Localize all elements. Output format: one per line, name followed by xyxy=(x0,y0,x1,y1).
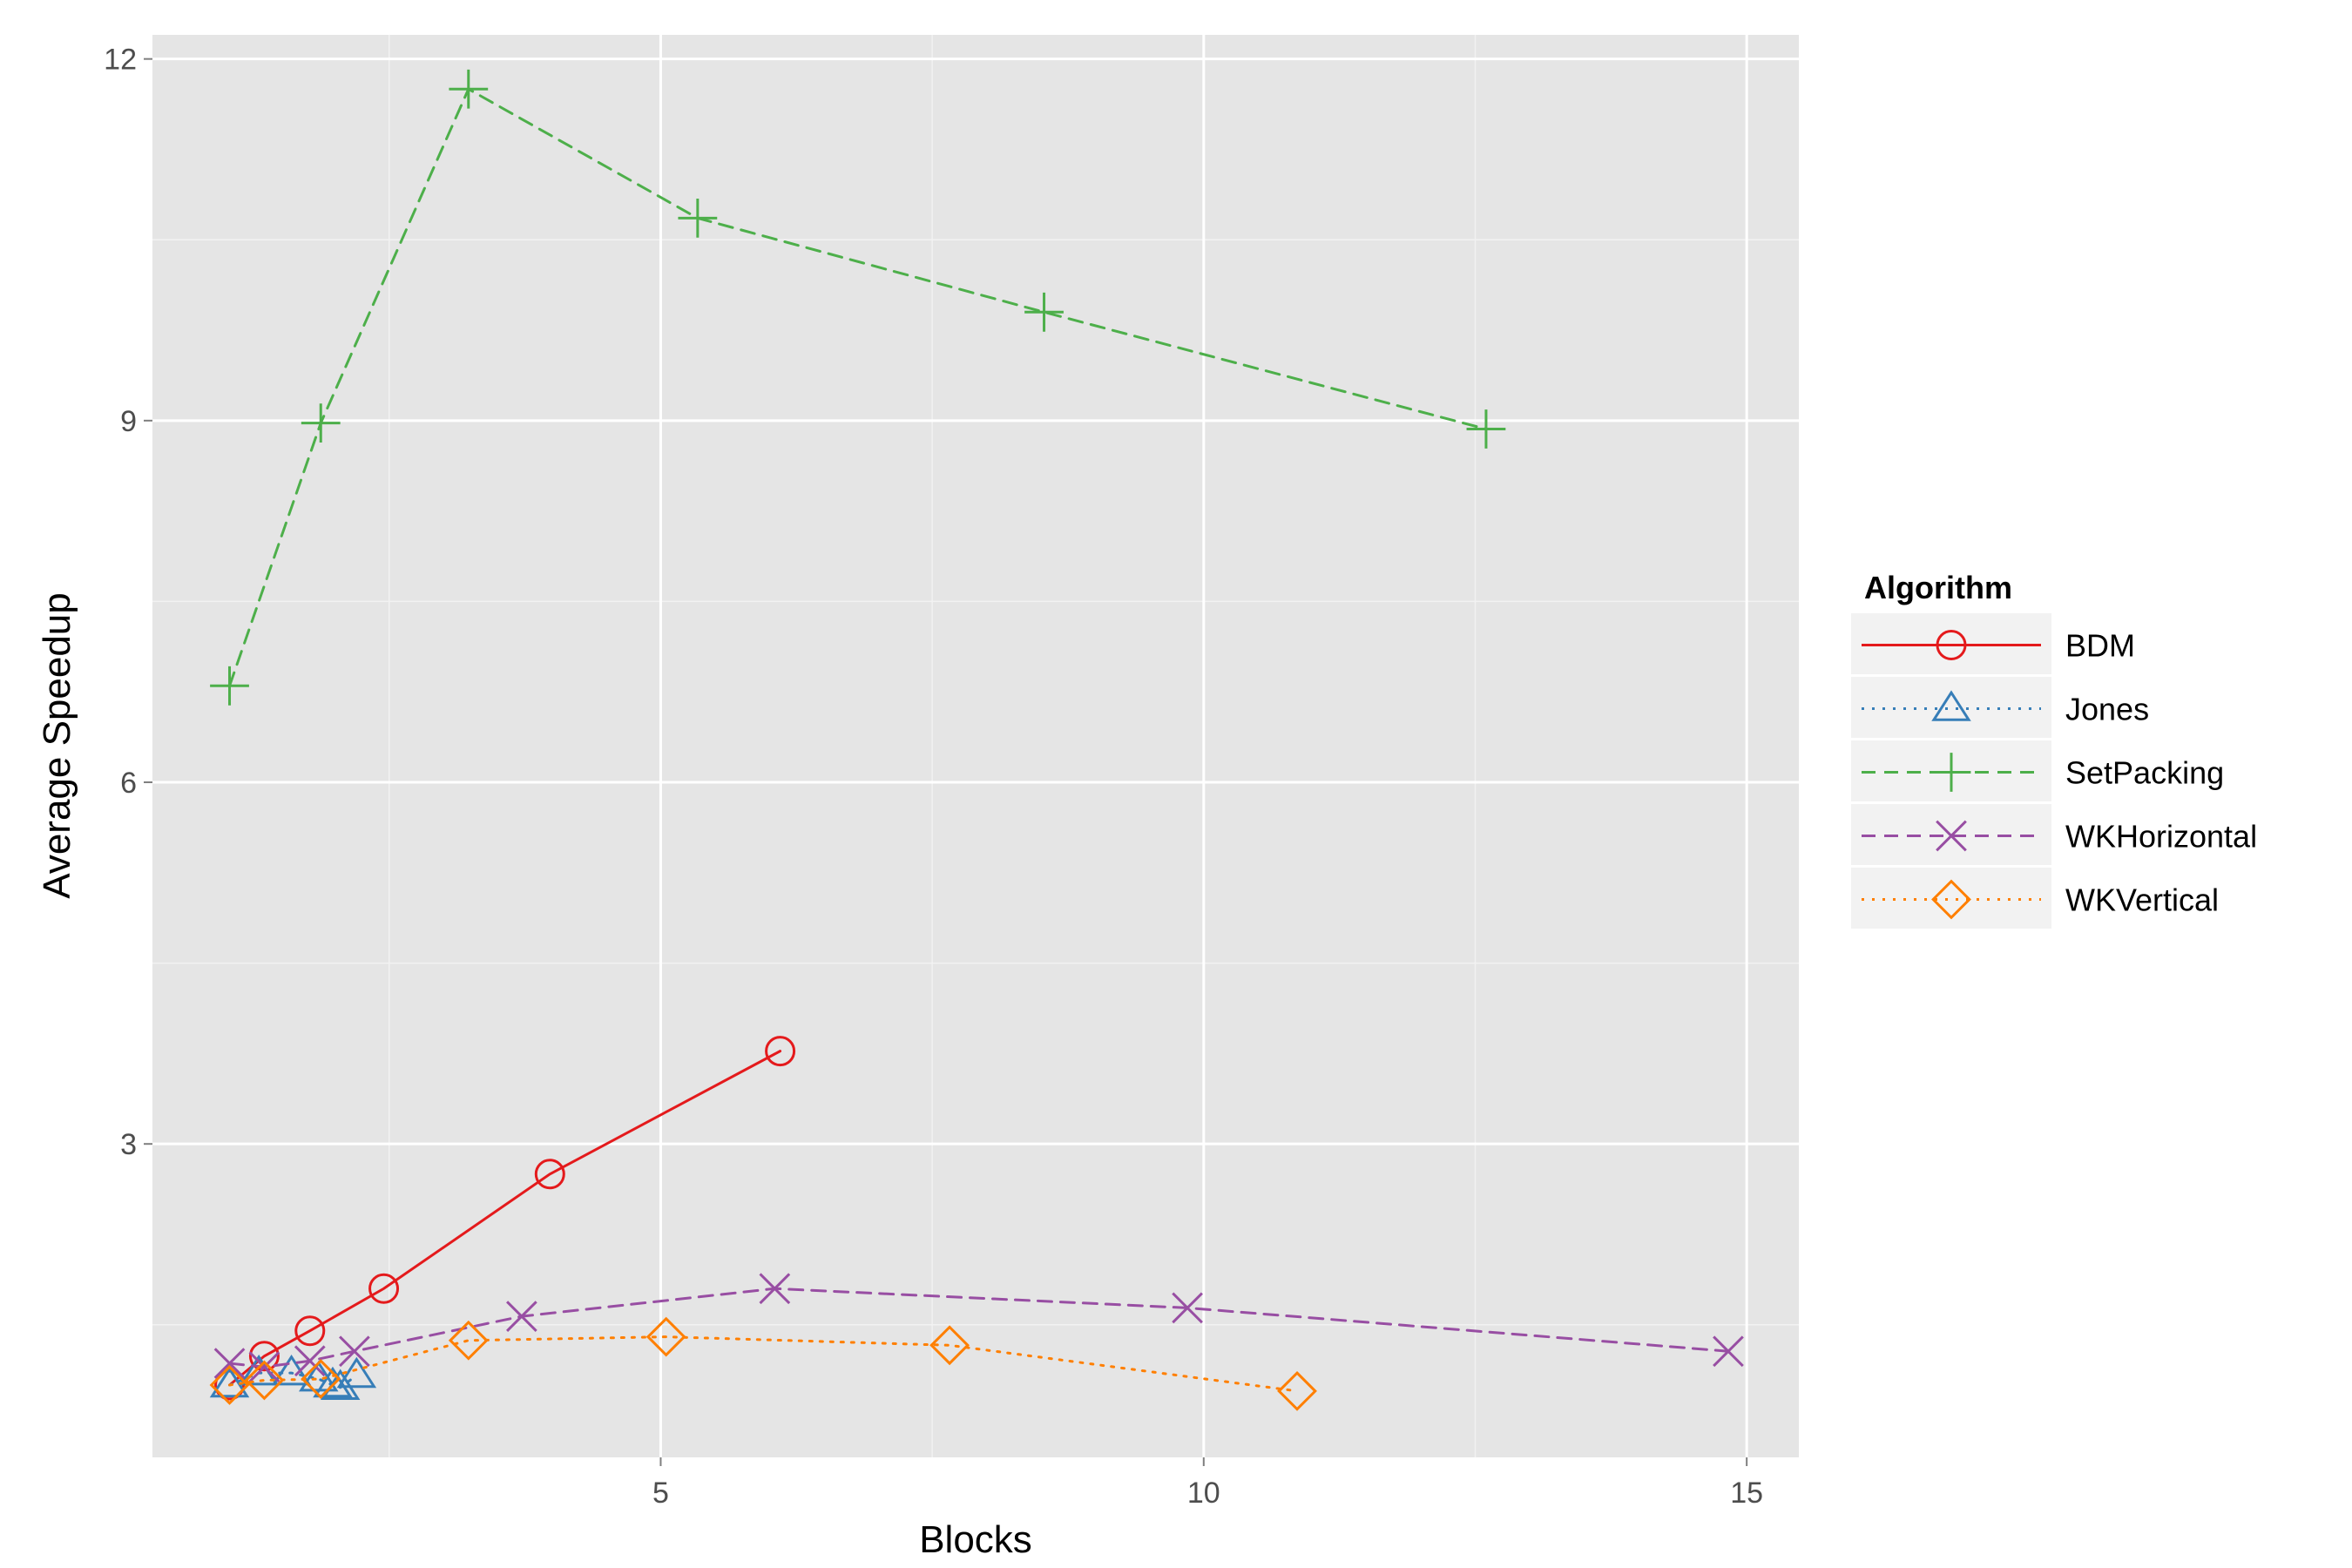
series-layer xyxy=(209,69,1744,1411)
data-point-setpacking xyxy=(449,69,489,109)
data-point-setpacking xyxy=(301,403,341,443)
x-tick-label: 5 xyxy=(652,1477,669,1510)
data-point-setpacking xyxy=(1024,292,1064,332)
data-point-bdm xyxy=(368,1273,400,1304)
data-point-bdm xyxy=(294,1315,326,1347)
legend-title: Algorithm xyxy=(1864,570,2012,605)
x-tick-label: 15 xyxy=(1730,1477,1763,1510)
series-wkhorizontal xyxy=(213,1273,1744,1383)
series-line-wkhorizontal xyxy=(228,1287,1730,1369)
legend-key-background xyxy=(1851,868,2051,929)
data-point-wkhorizontal xyxy=(248,1351,280,1383)
legend-item-bdm: BDM xyxy=(1851,613,2135,674)
y-tick-label: 3 xyxy=(120,1128,137,1161)
legend-item-wkhorizontal: WKHorizontal xyxy=(1851,804,2257,865)
series-line-setpacking xyxy=(228,87,1488,687)
x-axis: 5 10 15 xyxy=(652,1457,1763,1510)
data-point-wkhorizontal xyxy=(294,1345,326,1377)
data-point-wkhorizontal xyxy=(1713,1335,1744,1368)
legend-label: WKVertical xyxy=(2065,882,2219,918)
legend-key-diamond-icon xyxy=(1931,879,1971,920)
legend-key-background xyxy=(1851,677,2051,738)
legend-key-plus-icon xyxy=(1931,753,1971,792)
major-gridlines xyxy=(152,35,1799,1457)
data-point-wkvertical xyxy=(209,1365,250,1405)
data-point-bdm xyxy=(765,1036,796,1067)
legend-item-setpacking: SetPacking xyxy=(1851,740,2224,801)
legend-key-x-icon xyxy=(1936,820,1967,852)
legend-items: BDM Jones SetPacking WKHorizontal WKVertical xyxy=(1851,613,2257,929)
y-tick-label: 12 xyxy=(104,44,137,77)
legend-key-triangle-icon xyxy=(1931,690,1971,721)
legend-item-jones: Jones xyxy=(1851,677,2149,738)
series-setpacking xyxy=(210,69,1506,706)
series-line-wkvertical xyxy=(228,1335,1299,1393)
data-point-wkhorizontal xyxy=(506,1301,537,1332)
legend-label: Jones xyxy=(2065,692,2149,727)
data-point-setpacking xyxy=(678,198,718,238)
data-point-wkvertical xyxy=(448,1320,489,1361)
y-tick-label: 9 xyxy=(120,405,137,438)
data-point-wkvertical xyxy=(301,1359,341,1399)
data-point-wkvertical xyxy=(929,1325,970,1366)
data-point-wkhorizontal xyxy=(213,1348,246,1379)
data-point-bdm xyxy=(534,1159,565,1190)
y-tick-label: 6 xyxy=(120,767,137,800)
x-axis-title: Blocks xyxy=(919,1518,1032,1561)
data-point-wkvertical xyxy=(1277,1370,1317,1411)
y-axis: 3 6 9 12 xyxy=(104,44,152,1161)
data-point-setpacking xyxy=(1466,409,1506,449)
data-point-wkvertical xyxy=(645,1316,686,1357)
data-point-wkhorizontal xyxy=(759,1273,791,1305)
legend-item-wkvertical: WKVertical xyxy=(1851,868,2219,929)
legend-label: SetPacking xyxy=(2065,755,2224,791)
minor-gridlines xyxy=(152,35,1799,1457)
data-point-jones xyxy=(209,1366,250,1398)
legend-key-circle-icon xyxy=(1936,630,1967,660)
data-point-bdm xyxy=(248,1341,280,1372)
data-point-wkvertical xyxy=(244,1360,285,1401)
series-wkvertical xyxy=(209,1316,1317,1411)
legend-label: WKHorizontal xyxy=(2065,819,2257,855)
data-point-jones xyxy=(336,1356,377,1389)
data-point-wkhorizontal xyxy=(1172,1292,1203,1324)
data-point-setpacking xyxy=(210,666,249,706)
legend: Algorithm BDM Jones SetPacking WKHorizontal… xyxy=(1851,570,2257,929)
plot-panel xyxy=(152,35,1799,1457)
y-axis-title: Average Speedup xyxy=(36,592,78,898)
x-tick-label: 10 xyxy=(1187,1477,1220,1510)
data-point-wkhorizontal xyxy=(339,1335,370,1368)
legend-label: BDM xyxy=(2065,628,2135,664)
